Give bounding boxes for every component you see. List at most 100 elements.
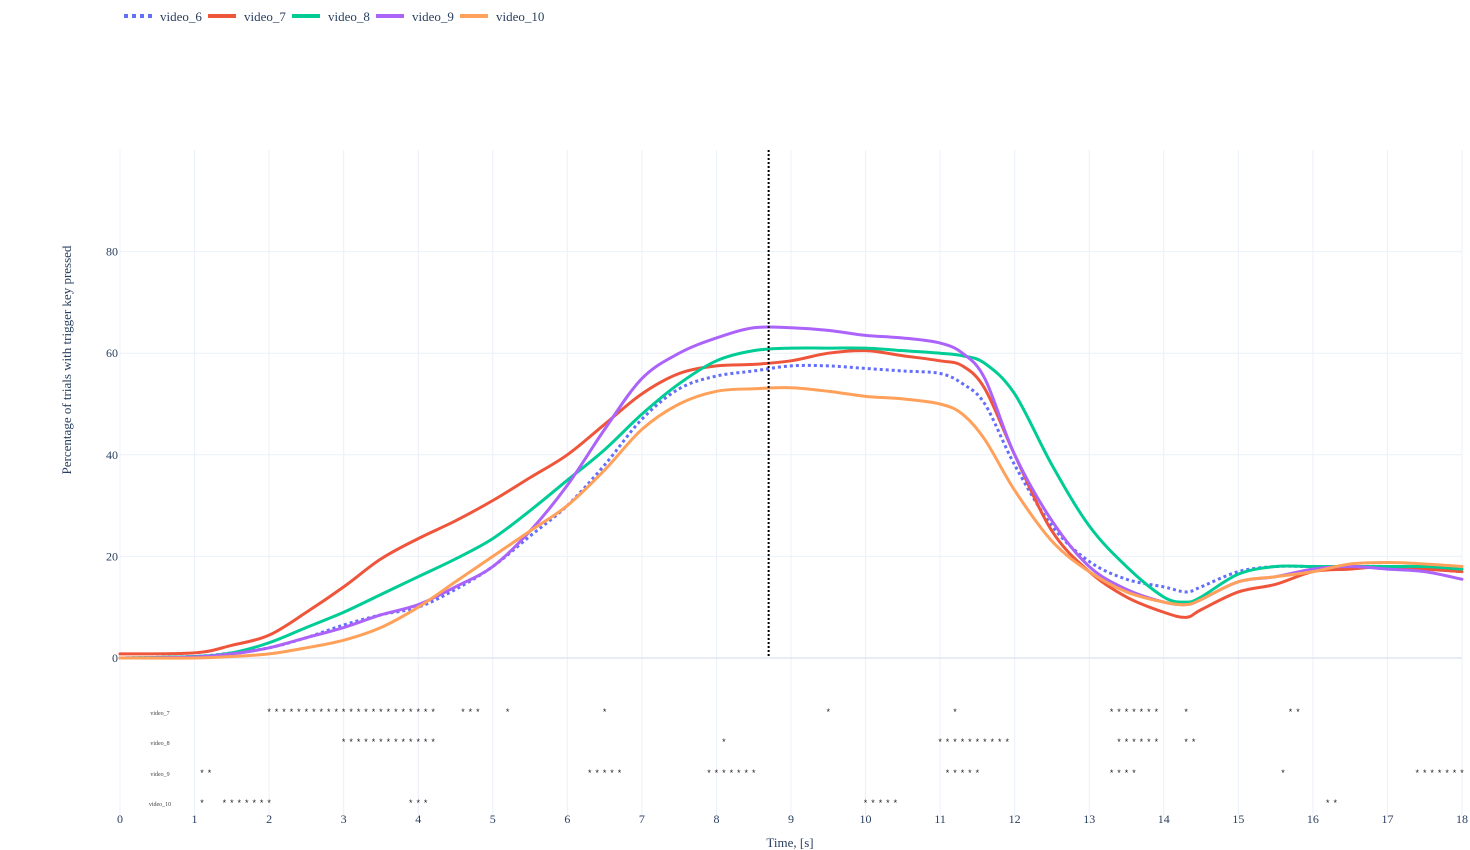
significance-marker: * [394, 737, 398, 747]
significance-marker: * [312, 707, 316, 717]
legend-item-video_6[interactable]: video_6 [124, 9, 202, 24]
significance-marker: * [961, 737, 965, 747]
significance-marker: * [476, 707, 480, 717]
significance-marker: * [968, 737, 972, 747]
significance-marker: * [416, 798, 420, 808]
legend[interactable]: video_6 video_7 video_8 video_9 video_10 [124, 9, 544, 24]
y-axis-ticks: 0 20 40 60 80 [106, 245, 118, 665]
significance-marker: * [349, 707, 353, 717]
x-tick-label: 3 [341, 812, 347, 826]
significance-marker: * [320, 707, 324, 717]
significance-marker: * [252, 798, 256, 808]
significance-marker: * [208, 768, 212, 778]
significance-marker: * [953, 768, 957, 778]
significance-marker: * [1140, 737, 1144, 747]
significance-label: video_9 [150, 772, 169, 778]
significance-marker: * [424, 737, 428, 747]
significance-marker: * [1110, 768, 1114, 778]
significance-marker: * [983, 737, 987, 747]
x-tick-label: 8 [713, 812, 719, 826]
significance-marker: * [745, 768, 749, 778]
significance-marker: * [327, 707, 331, 717]
y-tick-label: 80 [106, 245, 118, 259]
significance-marker: * [991, 737, 995, 747]
significance-marker: * [879, 798, 883, 808]
x-tick-label: 16 [1307, 812, 1319, 826]
significance-marker: * [1438, 768, 1442, 778]
significance-marker: * [230, 798, 234, 808]
series-lines [118, 325, 1464, 660]
significance-marker: * [416, 707, 420, 717]
significance-marker: * [1281, 768, 1285, 778]
significance-marker: * [1132, 707, 1136, 717]
significance-marker: * [461, 707, 465, 717]
significance-marker: * [1155, 737, 1159, 747]
significance-marker: * [1416, 768, 1420, 778]
significance-marker: * [752, 768, 756, 778]
significance-marker: * [379, 737, 383, 747]
significance-label: video_10 [149, 802, 171, 808]
significance-marker: * [364, 737, 368, 747]
x-axis-ticks: 0 1 2 3 4 5 6 7 8 9 10 11 12 13 14 15 16 17 18 [117, 812, 1468, 826]
legend-label: video_10 [496, 9, 544, 24]
series-line-video_8 [118, 346, 1464, 660]
significance-marker: * [409, 707, 413, 717]
significance-marker: * [282, 707, 286, 717]
series-line-video_10 [118, 386, 1464, 660]
significance-marker: * [1326, 798, 1330, 808]
significance-marker: * [372, 737, 376, 747]
significance-marker: * [1125, 737, 1129, 747]
x-tick-label: 1 [192, 812, 198, 826]
significance-marker: * [976, 768, 980, 778]
y-tick-label: 20 [106, 549, 118, 563]
significance-marker: * [886, 798, 890, 808]
significance-marker: * [730, 768, 734, 778]
x-tick-label: 6 [564, 812, 570, 826]
significance-marker: * [394, 707, 398, 717]
x-tick-label: 15 [1232, 812, 1244, 826]
significance-marker: * [968, 768, 972, 778]
significance-marker: * [737, 768, 741, 778]
significance-marker: * [864, 798, 868, 808]
significance-marker: * [260, 798, 264, 808]
significance-marker: * [1132, 737, 1136, 747]
significance-marker: * [223, 798, 227, 808]
x-tick-label: 17 [1381, 812, 1393, 826]
series-line-video_7 [118, 349, 1464, 656]
significance-marker: * [431, 737, 435, 747]
significance-marker: * [1125, 768, 1129, 778]
significance-marker: * [953, 707, 957, 717]
significance-marker: * [998, 737, 1002, 747]
legend-item-video_10[interactable]: video_10 [460, 9, 544, 24]
significance-marker: * [402, 737, 406, 747]
significance-marker: * [1445, 768, 1449, 778]
significance-marker: * [588, 768, 592, 778]
significance-marker: * [1333, 798, 1337, 808]
significance-marker: * [1147, 737, 1151, 747]
significance-marker: * [715, 768, 719, 778]
significance-marker: * [402, 707, 406, 717]
significance-marker: * [722, 768, 726, 778]
x-tick-label: 11 [934, 812, 946, 826]
significance-marker: * [961, 768, 965, 778]
x-tick-label: 2 [266, 812, 272, 826]
legend-item-video_8[interactable]: video_8 [292, 9, 370, 24]
significance-marker: * [342, 707, 346, 717]
significance-marker: * [722, 737, 726, 747]
significance-marker: * [334, 707, 338, 717]
significance-marker: * [305, 707, 309, 717]
significance-marker: * [1140, 707, 1144, 717]
significance-marker: * [1117, 707, 1121, 717]
significance-marker: * [379, 707, 383, 717]
significance-marker: * [707, 768, 711, 778]
significance-marker: * [603, 768, 607, 778]
x-axis-title: Time, [s] [766, 835, 813, 850]
significance-marker: * [946, 737, 950, 747]
significance-marker: * [238, 798, 242, 808]
significance-marker: * [267, 707, 271, 717]
legend-item-video_9[interactable]: video_9 [376, 9, 454, 24]
legend-item-video_7[interactable]: video_7 [208, 9, 286, 24]
significance-marker: * [1453, 768, 1457, 778]
significance-label: video_8 [150, 741, 169, 747]
